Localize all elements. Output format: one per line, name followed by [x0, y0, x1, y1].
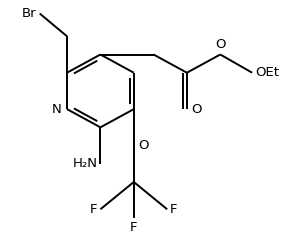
- Text: O: O: [215, 38, 226, 51]
- Text: O: O: [192, 103, 202, 116]
- Text: OEt: OEt: [255, 66, 279, 79]
- Text: N: N: [52, 103, 61, 116]
- Text: Br: Br: [22, 7, 37, 20]
- Text: F: F: [90, 203, 97, 216]
- Text: F: F: [170, 203, 178, 216]
- Text: O: O: [138, 139, 149, 152]
- Text: H₂N: H₂N: [72, 157, 97, 170]
- Text: F: F: [130, 221, 137, 234]
